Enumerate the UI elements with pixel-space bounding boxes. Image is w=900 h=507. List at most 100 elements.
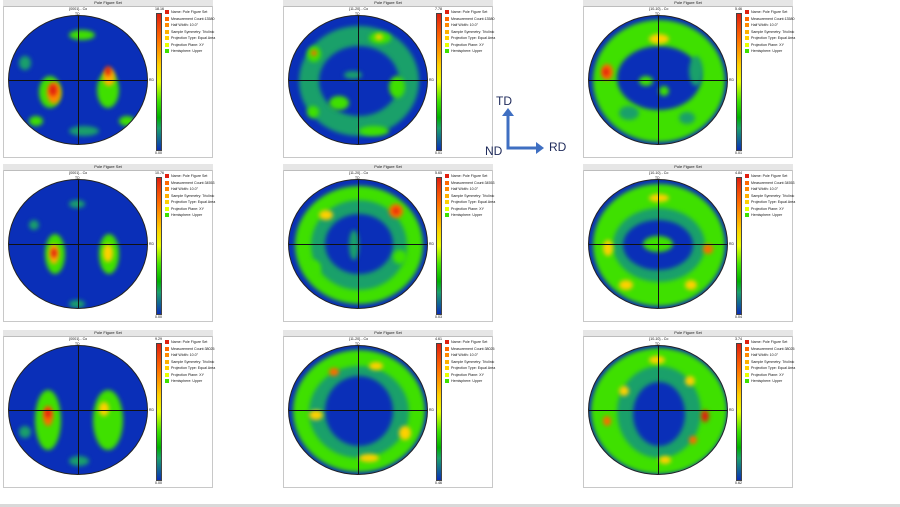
density-contour: [69, 456, 89, 466]
legend-row: Half Width: 10.0°: [445, 186, 495, 193]
density-contour: [701, 410, 709, 422]
east-label: RD: [429, 78, 434, 82]
crosshair-vertical: [358, 346, 359, 474]
colorbar-min-label: 0.62: [735, 481, 742, 485]
legend-text: Hemisphere: Upper: [171, 379, 203, 383]
legend-row: Projection Type: Equal Area: [445, 365, 495, 372]
measurement-count: 38025: [204, 346, 215, 351]
legend-swatch: [445, 10, 449, 15]
legend-row: Measurement Count: 38025: [745, 346, 795, 353]
density-contour: [99, 402, 109, 416]
legend-text: Projection Type: Equal Area: [171, 366, 216, 370]
legend-swatch: [445, 42, 449, 47]
legend-swatch: [745, 359, 749, 364]
legend-swatch: [745, 372, 749, 377]
rd-axis-label: RD: [549, 140, 567, 154]
legend-swatch: [445, 340, 449, 345]
panel-header: Pole Figure Set: [3, 0, 213, 7]
legend-swatch: [445, 359, 449, 364]
crosshair-vertical: [78, 346, 79, 474]
legend-text: Projection Type: Equal Area: [751, 200, 796, 204]
legend-row: Projection Type: Equal Area: [745, 199, 795, 206]
colorbar: [436, 13, 442, 151]
density-contour: [375, 34, 383, 40]
legend-swatch: [445, 36, 449, 41]
legend-row: Half Width: 10.0°: [745, 22, 795, 29]
density-contour: [344, 71, 362, 79]
colorbar-max-label: 7.78: [435, 7, 442, 11]
density-contour: [359, 126, 389, 136]
east-label: RD: [149, 408, 154, 412]
density-contour: [659, 456, 671, 464]
legend-text: Sample Symmetry: Triclinic: [751, 29, 795, 34]
east-label: RD: [429, 408, 434, 412]
measurement-count: 34553: [784, 180, 795, 185]
legend-row: Sample Symmetry: Triclinic: [745, 29, 795, 36]
north-label: TD: [655, 176, 660, 180]
density-contour: [311, 50, 317, 56]
legend-text: Name: Pole Figure Set: [751, 10, 788, 14]
legend-swatch: [165, 42, 169, 47]
pole-figure-title: {0001} - Co: [69, 337, 88, 341]
legend-swatch: [745, 42, 749, 47]
colorbar: [736, 177, 742, 315]
legend-row: Projection Plane: XY: [165, 206, 215, 213]
legend-row: Measurement Count: 34553: [745, 180, 795, 187]
figure-info-legend: Name: Pole Figure Set Measurement Count: …: [165, 9, 215, 55]
legend-text: Sample Symmetry: Triclinic: [171, 29, 215, 34]
legend-swatch: [165, 353, 169, 358]
legend-row: Hemisphere: Upper: [445, 212, 495, 219]
axes-arrows-icon: [502, 108, 544, 154]
legend-text: Hemisphere: Upper: [451, 49, 483, 53]
legend-swatch: [165, 187, 169, 192]
density-contour: [19, 426, 31, 438]
legend-row: Projection Type: Equal Area: [165, 365, 215, 372]
legend-row: Projection Plane: XY: [165, 372, 215, 379]
legend-swatch: [165, 36, 169, 41]
east-label: RD: [729, 408, 734, 412]
pole-figure-title: {10-10} - Co: [649, 171, 669, 175]
legend-text: Measurement Count:: [451, 16, 485, 21]
legend-text: Hemisphere: Upper: [171, 49, 203, 53]
legend-swatch: [165, 200, 169, 205]
legend-row: Hemisphere: Upper: [745, 378, 795, 385]
density-contour: [51, 248, 57, 258]
pole-figure-title: {11-20} - Co: [349, 7, 369, 11]
legend-row: Half Width: 10.0°: [165, 352, 215, 359]
pole-figure-title: {0001} - Co: [69, 7, 88, 11]
density-contour: [19, 56, 31, 70]
pole-figure-plot: [8, 345, 148, 475]
legend-text: Half Width: 10.0°: [451, 23, 479, 27]
legend-text: Projection Plane: XY: [171, 206, 204, 211]
colorbar-max-label: 3.74: [735, 337, 742, 341]
pole-figure-panel: Pole Figure Set {10-10} - Co TD RD 4.84 0.04 N…: [583, 164, 795, 322]
legend-row: Projection Plane: XY: [745, 206, 795, 213]
north-label: TD: [75, 12, 80, 16]
legend-row: Sample Symmetry: Triclinic: [445, 359, 495, 366]
legend-row: Projection Type: Equal Area: [445, 199, 495, 206]
pole-figure-panel: Pole Figure Set {10-10} - Co TD RD 5.46 0.01 N…: [583, 0, 795, 158]
td-axis-label: TD: [496, 94, 512, 108]
legend-text: Name: Pole Figure Set: [751, 174, 788, 178]
colorbar-min-label: 0.46: [435, 481, 442, 485]
legend-row: Sample Symmetry: Triclinic: [165, 29, 215, 36]
legend-text: Measurement Count:: [171, 16, 205, 21]
legend-swatch: [445, 372, 449, 377]
colorbar-min-label: 0.00: [155, 481, 162, 485]
density-contour: [649, 356, 665, 364]
measurement-count: 13580: [204, 16, 215, 21]
legend-swatch: [745, 10, 749, 15]
crosshair-vertical: [78, 180, 79, 308]
legend-text: Measurement Count:: [751, 180, 785, 185]
density-contour: [619, 106, 639, 120]
legend-text: Projection Plane: XY: [751, 206, 784, 211]
legend-row: Hemisphere: Upper: [745, 212, 795, 219]
north-label: TD: [655, 342, 660, 346]
density-contour: [329, 96, 349, 110]
pole-figure-title: {0001} - Co: [69, 171, 88, 175]
legend-row: Sample Symmetry: Triclinic: [745, 193, 795, 200]
legend-swatch: [165, 346, 169, 351]
legend-swatch: [165, 366, 169, 371]
colorbar: [156, 13, 162, 151]
legend-swatch: [745, 29, 749, 34]
